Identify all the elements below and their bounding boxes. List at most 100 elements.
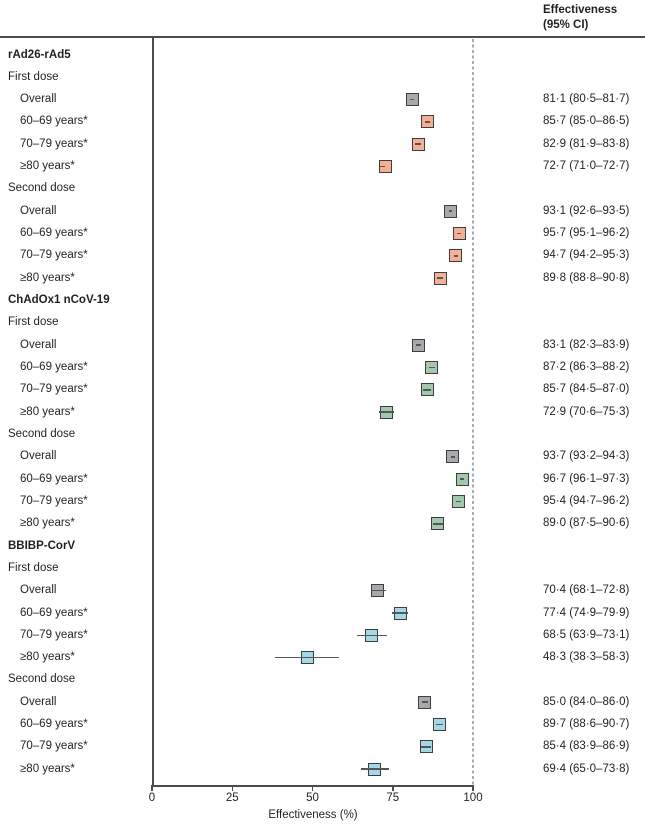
confidence-interval-line bbox=[432, 522, 443, 525]
confidence-interval-line bbox=[436, 723, 444, 726]
confidence-interval-line bbox=[421, 746, 431, 748]
confidence-interval-line bbox=[370, 589, 386, 592]
effectiveness-value: 96·7 (96·1–97·3) bbox=[543, 472, 630, 485]
reference-line-100 bbox=[471, 39, 474, 785]
confidence-interval-line bbox=[379, 165, 386, 168]
age-group-label: 60–69 years* bbox=[20, 718, 88, 731]
x-axis-tick-label: 0 bbox=[148, 792, 156, 804]
age-group-label: 70–79 years* bbox=[20, 383, 88, 396]
effectiveness-value: 93·7 (93·2–94·3) bbox=[543, 450, 630, 463]
age-group-label: 60–69 years* bbox=[20, 227, 88, 240]
age-group-label: Overall bbox=[20, 584, 57, 597]
age-group-label: 60–69 years* bbox=[20, 606, 88, 619]
effectiveness-value: 85·0 (84·0–86·0) bbox=[543, 695, 630, 708]
dose-group-label: First dose bbox=[8, 561, 59, 574]
vaccine-section-label: BBIBP-CorV bbox=[8, 539, 76, 552]
effectiveness-value: 69·4 (65·0–73·8) bbox=[543, 762, 630, 775]
confidence-interval-line bbox=[455, 500, 461, 503]
effectiveness-value: 85·7 (84·5–87·0) bbox=[543, 383, 630, 396]
confidence-interval-line bbox=[449, 210, 453, 213]
dose-group-label: Second dose bbox=[8, 182, 76, 195]
value-column-header-line1: Effectiveness bbox=[543, 4, 618, 16]
effectiveness-value: 72·7 (71·0–72·7) bbox=[543, 160, 630, 173]
effectiveness-value: 87·2 (86·3–88·2) bbox=[543, 360, 630, 373]
dose-group-label: First dose bbox=[8, 70, 59, 83]
confidence-interval-line bbox=[378, 411, 394, 413]
effectiveness-value: 85·7 (85·0–86·5) bbox=[543, 115, 630, 128]
age-group-label: Overall bbox=[20, 695, 57, 708]
effectiveness-value: 83·1 (82·3–83·9) bbox=[543, 338, 630, 351]
confidence-interval-line bbox=[454, 255, 458, 257]
effectiveness-value: 81·1 (80·5–81·7) bbox=[543, 93, 630, 106]
confidence-interval-line bbox=[416, 344, 422, 346]
age-group-label: 70–79 years* bbox=[20, 494, 88, 507]
effectiveness-value: 93·1 (92·6–93·5) bbox=[543, 204, 630, 217]
x-axis-tick-mark bbox=[151, 785, 153, 791]
age-group-label: 70–79 years* bbox=[20, 249, 88, 262]
x-axis-label: Effectiveness (%) bbox=[268, 809, 358, 821]
confidence-interval-line bbox=[357, 634, 387, 637]
age-group-label: 70–79 years* bbox=[20, 137, 88, 150]
top-rule bbox=[0, 36, 645, 38]
age-group-label: Overall bbox=[20, 93, 57, 106]
x-axis-tick-label: 25 bbox=[225, 792, 239, 804]
x-axis-tick-label: 75 bbox=[386, 792, 400, 804]
effectiveness-value: 48·3 (38·3–58·3) bbox=[543, 651, 630, 664]
age-group-label: ≥80 years* bbox=[20, 762, 75, 775]
effectiveness-value: 89·0 (87·5–90·6) bbox=[543, 517, 630, 530]
dose-group-label: First dose bbox=[8, 316, 59, 329]
x-axis-tick-mark bbox=[311, 785, 314, 791]
x-axis-tick-label: 50 bbox=[306, 792, 319, 804]
age-group-label: 70–79 years* bbox=[20, 740, 88, 753]
x-axis-tick-mark bbox=[231, 785, 233, 791]
effectiveness-value: 82·9 (81·9–83·8) bbox=[543, 137, 630, 150]
confidence-interval-line bbox=[437, 277, 444, 279]
age-group-label: 70–79 years* bbox=[20, 628, 88, 641]
y-axis-line bbox=[152, 37, 154, 786]
age-group-label: 60–69 years* bbox=[20, 472, 88, 485]
confidence-interval-line bbox=[410, 98, 415, 101]
x-axis-tick-label: 100 bbox=[463, 792, 483, 804]
age-group-label: ≥80 years* bbox=[20, 405, 75, 418]
confidence-interval-line bbox=[457, 232, 461, 235]
effectiveness-value: 95·4 (94·7–96·2) bbox=[543, 494, 630, 507]
vaccine-section-label: rAd26-rAd5 bbox=[8, 48, 71, 61]
vaccine-section-label: ChAdOx1 nCoV-19 bbox=[8, 294, 110, 307]
value-column-header-line2: (95% CI) bbox=[543, 19, 589, 31]
effectiveness-value: 94·7 (94·2–95·3) bbox=[543, 249, 630, 262]
age-group-label: 60–69 years* bbox=[20, 360, 88, 373]
x-axis-tick-mark bbox=[472, 785, 474, 791]
age-group-label: ≥80 years* bbox=[20, 651, 75, 664]
estimate-box-marker bbox=[378, 160, 392, 174]
confidence-interval-line bbox=[360, 768, 389, 771]
confidence-interval-line bbox=[414, 143, 421, 146]
confidence-interval-line bbox=[460, 478, 465, 480]
age-group-label: ≥80 years* bbox=[20, 160, 75, 173]
value-column-header: Effectiveness (95% CI) bbox=[543, 3, 617, 33]
confidence-interval-line bbox=[421, 701, 429, 704]
effectiveness-value: 95·7 (95·1–96·2) bbox=[543, 227, 630, 240]
age-group-label: ≥80 years* bbox=[20, 271, 75, 284]
confidence-interval-line bbox=[423, 389, 432, 391]
age-group-label: Overall bbox=[20, 450, 57, 463]
effectiveness-value: 89·7 (88·6–90·7) bbox=[543, 718, 630, 731]
confidence-interval-line bbox=[424, 121, 430, 123]
confidence-interval-line bbox=[392, 612, 409, 614]
confidence-interval-line bbox=[429, 366, 436, 369]
confidence-interval-line bbox=[451, 455, 455, 458]
age-group-label: 60–69 years* bbox=[20, 115, 88, 128]
age-group-label: ≥80 years* bbox=[20, 517, 75, 530]
age-group-label: Overall bbox=[20, 204, 57, 217]
effectiveness-value: 70·4 (68·1–72·8) bbox=[543, 584, 630, 597]
dose-group-label: Second dose bbox=[8, 427, 76, 440]
confidence-interval-line bbox=[274, 656, 340, 659]
effectiveness-value: 68·5 (63·9–73·1) bbox=[543, 628, 630, 641]
effectiveness-value: 77·4 (74·9–79·9) bbox=[543, 606, 630, 619]
dose-group-label: Second dose bbox=[8, 673, 76, 686]
x-axis-tick-mark bbox=[392, 785, 394, 791]
effectiveness-value: 89·8 (88·8–90·8) bbox=[543, 271, 630, 284]
age-group-label: Overall bbox=[20, 338, 57, 351]
effectiveness-value: 85·4 (83·9–86·9) bbox=[543, 740, 630, 753]
effectiveness-value: 72·9 (70·6–75·3) bbox=[543, 405, 630, 418]
